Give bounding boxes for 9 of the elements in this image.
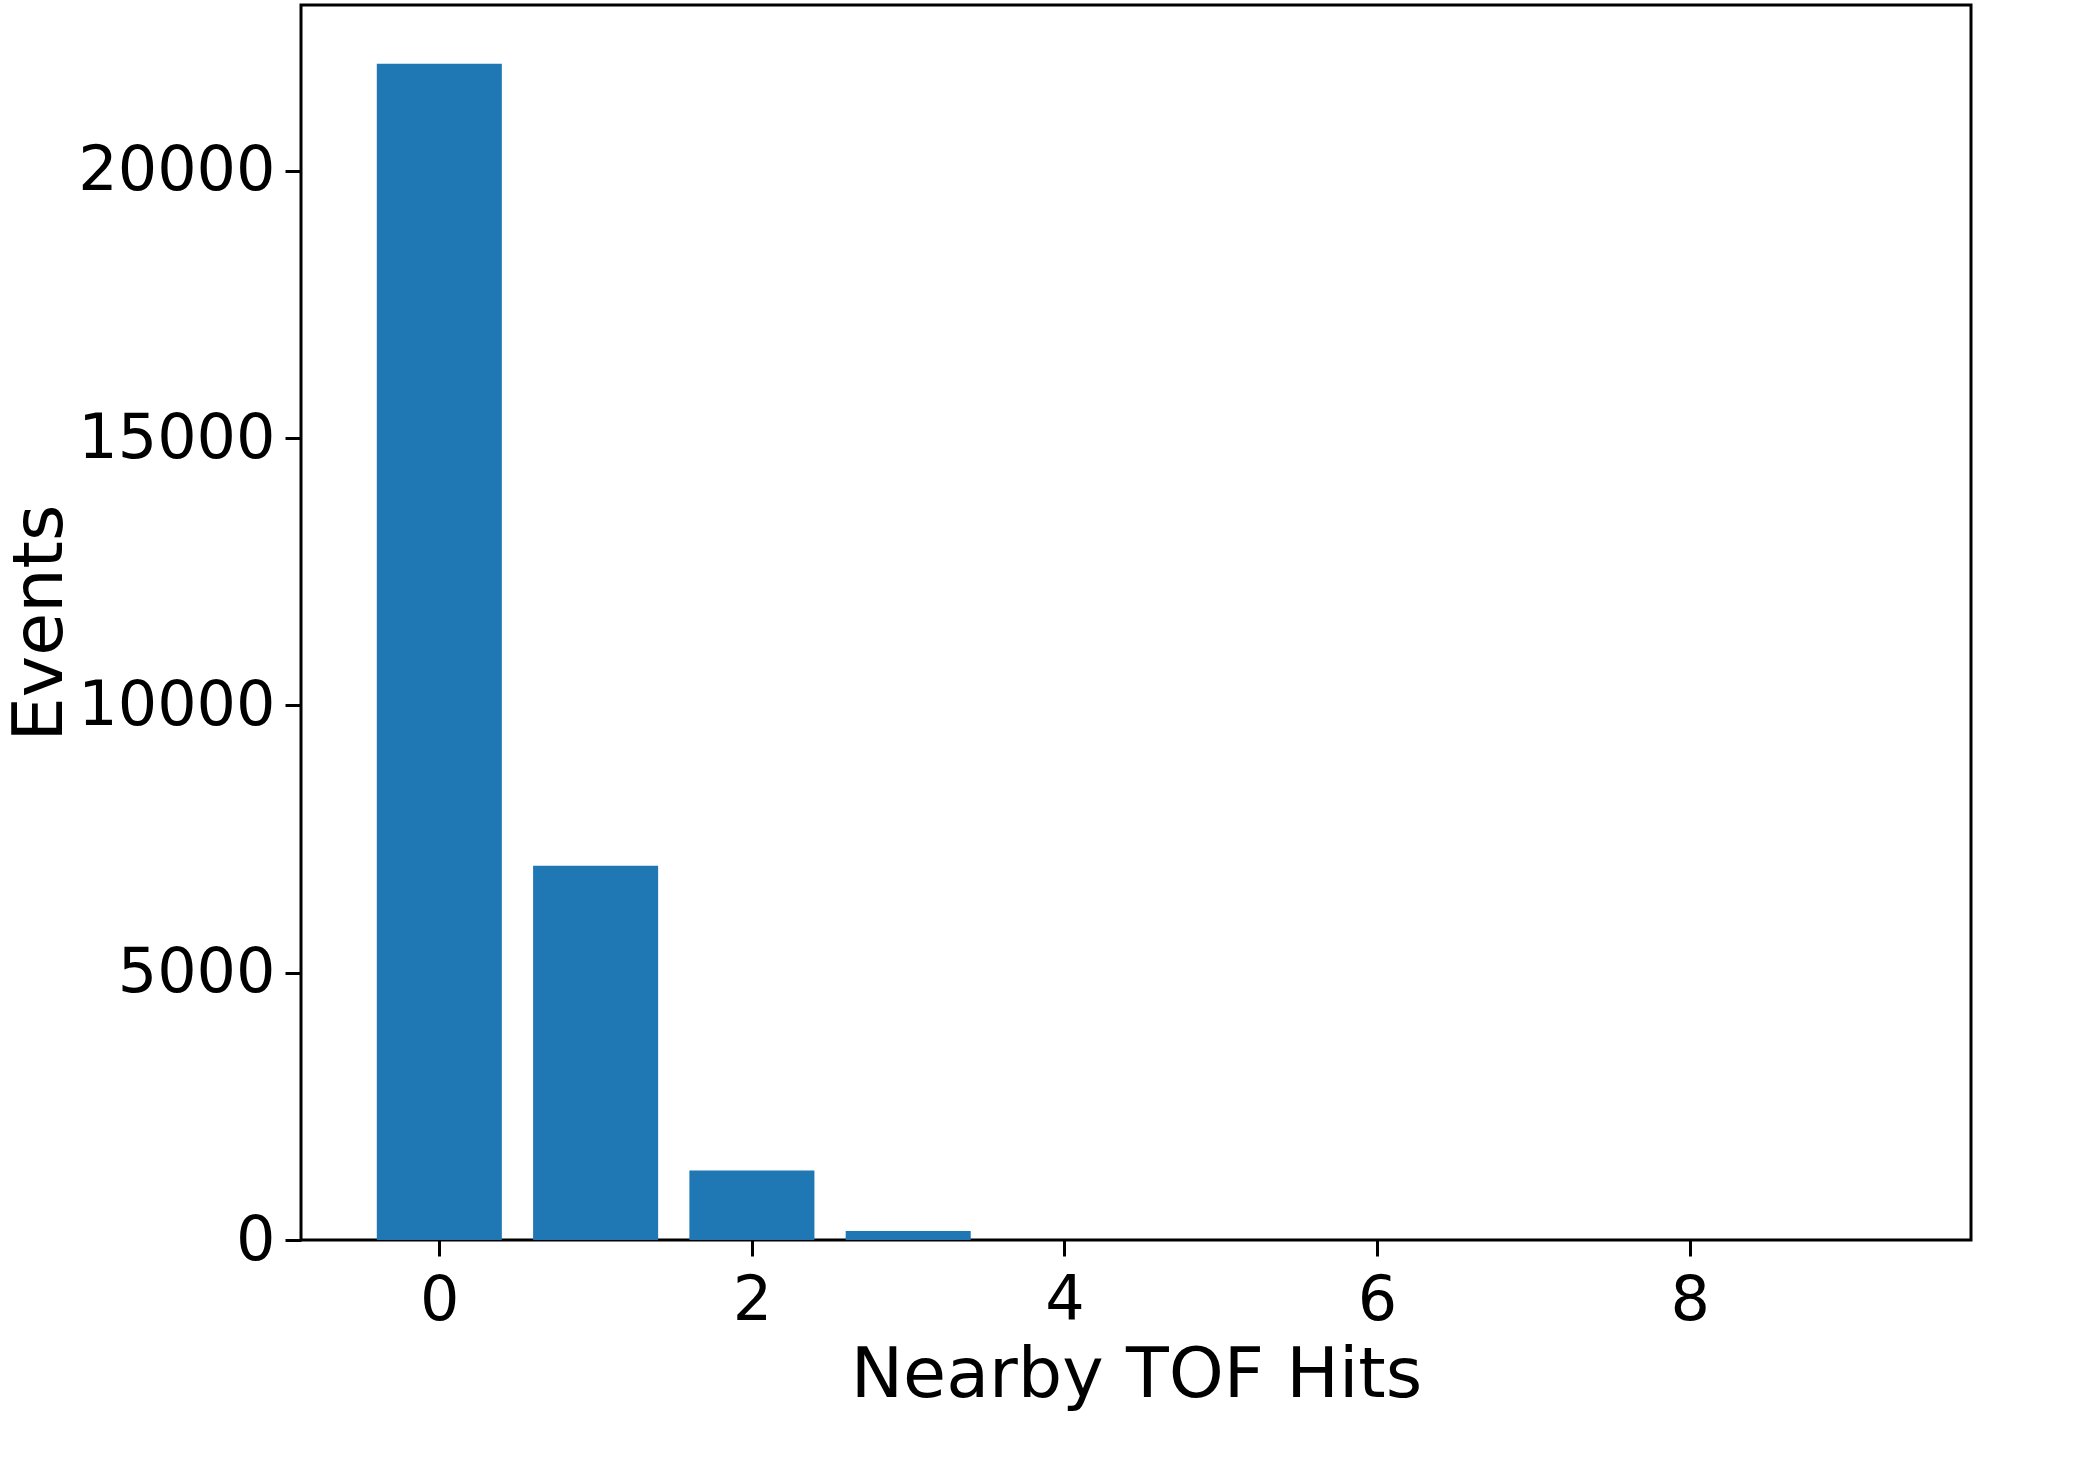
x-tick-label: 0 [420, 1261, 460, 1335]
y-tick-label: 5000 [117, 934, 276, 1008]
y-tick-label: 10000 [78, 666, 276, 740]
x-tick-label: 2 [732, 1261, 773, 1335]
y-axis-title: Events [0, 504, 79, 742]
x-tick-label: 8 [1670, 1261, 1710, 1335]
y-tick-label: 20000 [78, 132, 276, 206]
y-tick-label: 15000 [78, 399, 276, 473]
y-tick-label: 0 [236, 1201, 276, 1275]
